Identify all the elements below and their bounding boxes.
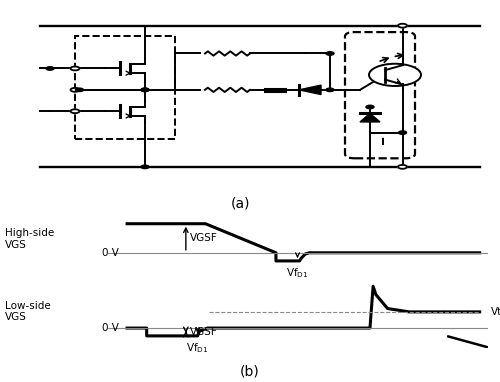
Circle shape	[326, 52, 334, 55]
Circle shape	[366, 105, 374, 108]
Text: VGSF: VGSF	[190, 327, 218, 337]
Circle shape	[141, 88, 149, 92]
Text: 0 V: 0 V	[102, 323, 120, 333]
Circle shape	[398, 131, 406, 134]
Text: Vf$_{\mathrm{D1}}$: Vf$_{\mathrm{D1}}$	[286, 266, 308, 280]
Polygon shape	[299, 85, 321, 95]
Circle shape	[76, 88, 84, 92]
Circle shape	[326, 88, 334, 92]
Polygon shape	[360, 113, 380, 122]
Circle shape	[398, 165, 407, 169]
Text: 0 V: 0 V	[102, 248, 120, 258]
Text: Low-side
VGS: Low-side VGS	[5, 301, 51, 322]
Circle shape	[70, 88, 80, 92]
Circle shape	[46, 67, 54, 70]
Text: (a): (a)	[230, 196, 250, 210]
Circle shape	[70, 109, 80, 113]
Text: Vf$_{\mathrm{D1}}$: Vf$_{\mathrm{D1}}$	[186, 341, 209, 355]
Text: Vth: Vth	[492, 307, 500, 317]
Circle shape	[398, 24, 407, 28]
Circle shape	[141, 88, 149, 92]
Text: VGSF: VGSF	[190, 233, 218, 243]
Circle shape	[70, 66, 80, 70]
Text: (b): (b)	[240, 364, 260, 378]
Circle shape	[141, 165, 149, 168]
Text: High-side
VGS: High-side VGS	[5, 228, 54, 249]
Circle shape	[369, 64, 421, 86]
